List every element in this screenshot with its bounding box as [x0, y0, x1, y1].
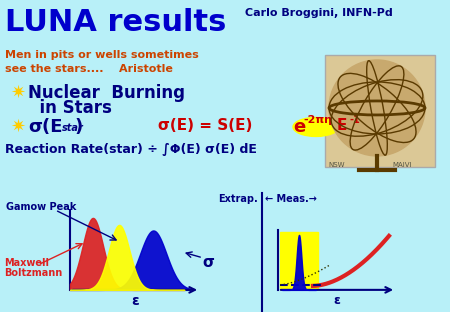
Bar	[280, 232, 318, 288]
Text: MAIVI: MAIVI	[392, 162, 411, 168]
Text: ): )	[75, 118, 83, 136]
Text: Nuclear  Burning: Nuclear Burning	[28, 84, 185, 102]
FancyBboxPatch shape	[325, 55, 435, 167]
Text: star: star	[62, 123, 84, 133]
Text: e: e	[293, 118, 305, 136]
Text: ✷: ✷	[10, 84, 25, 102]
Text: Men in pits or wells sometimes: Men in pits or wells sometimes	[5, 50, 199, 60]
Text: σ: σ	[202, 255, 214, 270]
Text: E: E	[337, 118, 347, 133]
Text: NSW: NSW	[328, 162, 345, 168]
Text: LUNA results: LUNA results	[5, 8, 226, 37]
Text: Reaction Rate(star) ÷ ∫Φ(E) σ(E) dE: Reaction Rate(star) ÷ ∫Φ(E) σ(E) dE	[5, 143, 257, 156]
Text: σ(E: σ(E	[28, 118, 63, 136]
Text: Boltzmann: Boltzmann	[4, 268, 62, 278]
Text: ε: ε	[333, 294, 341, 307]
Text: ✷: ✷	[10, 118, 25, 136]
Circle shape	[329, 60, 425, 156]
Ellipse shape	[293, 117, 339, 136]
Text: Carlo Broggini, INFN-Pd: Carlo Broggini, INFN-Pd	[245, 8, 393, 18]
Text: ε: ε	[131, 294, 139, 308]
Text: -1: -1	[349, 115, 360, 125]
Text: σ(E) = S(E): σ(E) = S(E)	[158, 118, 257, 133]
Text: -2πη: -2πη	[303, 115, 332, 125]
Text: in Stars: in Stars	[28, 99, 112, 117]
Text: see the stars....    Aristotle: see the stars.... Aristotle	[5, 64, 173, 74]
Text: ← Meas.→: ← Meas.→	[265, 194, 317, 204]
Text: Extrap.: Extrap.	[218, 194, 258, 204]
Text: Maxwell: Maxwell	[4, 258, 49, 268]
Text: Gamow Peak: Gamow Peak	[6, 202, 76, 212]
